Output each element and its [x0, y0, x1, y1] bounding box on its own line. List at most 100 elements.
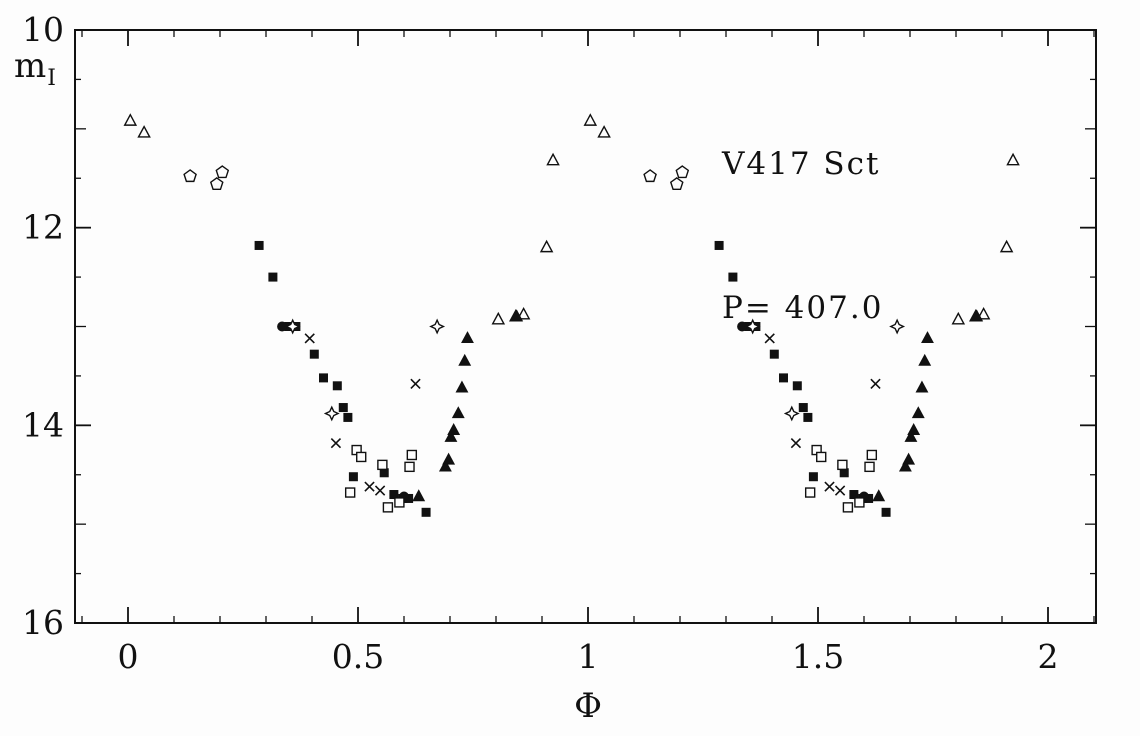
data-point-pentagon-open: [643, 169, 657, 183]
y-tick-label: 12: [22, 208, 64, 247]
data-point-star4-open: [889, 318, 906, 335]
data-point-triangle-filled: [444, 429, 458, 442]
data-point-square-open: [404, 461, 415, 473]
data-point-cross: [330, 437, 342, 449]
data-point-triangle-filled: [915, 380, 929, 393]
data-point-square-open: [804, 487, 816, 498]
data-point-star4-open: [323, 405, 340, 422]
data-point-square-filled: [769, 349, 779, 359]
data-point-square-open: [377, 459, 388, 471]
data-point-square-open: [382, 502, 394, 513]
data-point-square-filled: [808, 472, 818, 482]
y-tick-label: 10: [22, 10, 64, 49]
data-point-square-open: [816, 451, 827, 463]
data-point-square-filled: [338, 403, 348, 413]
data-point-triangle-open: [976, 306, 991, 320]
y-axis-label-main: m: [14, 46, 48, 86]
data-point-triangle-open: [951, 311, 966, 325]
data-point-triangle-open: [491, 311, 506, 325]
data-point-cross: [304, 333, 315, 344]
data-point-triangle-open: [123, 113, 138, 126]
data-point-square-filled: [319, 373, 328, 383]
data-point-cross: [834, 485, 846, 496]
data-point-triangle-filled: [872, 489, 886, 502]
data-point-pentagon-open: [675, 165, 690, 179]
data-point-cross: [824, 481, 835, 492]
data-point-triangle-filled: [461, 331, 474, 344]
plot-frame: [74, 29, 1097, 624]
x-axis-label: Φ: [574, 686, 602, 726]
data-point-square-filled: [798, 403, 808, 413]
y-axis-label: mI: [14, 46, 57, 91]
data-point-square-filled: [404, 493, 414, 503]
data-point-triangle-open: [516, 306, 531, 320]
data-point-square-filled: [343, 412, 353, 422]
data-point-star4-open: [429, 318, 446, 335]
data-point-triangle-open: [137, 125, 151, 138]
y-axis-label-sub: I: [47, 65, 57, 91]
data-point-cross: [410, 378, 421, 389]
star-name-label: V417 Sct: [722, 146, 881, 183]
data-point-triangle-filled: [442, 452, 456, 465]
data-point-triangle-filled: [898, 459, 912, 472]
data-point-cross: [764, 333, 775, 344]
x-tick-label: 2: [1038, 637, 1059, 676]
data-point-square-open: [344, 487, 356, 498]
data-point-cross: [364, 481, 375, 492]
data-point-pentagon-open: [669, 177, 684, 190]
data-point-square-open: [854, 497, 865, 508]
data-point-triangle-filled: [902, 452, 916, 465]
y-tick-label: 16: [22, 603, 64, 642]
data-point-cross: [790, 437, 802, 449]
period-label: P= 407.0: [722, 290, 884, 327]
data-point-triangle-filled: [907, 423, 921, 435]
data-point-square-filled: [779, 373, 788, 383]
data-point-square-filled: [839, 468, 849, 478]
data-point-pentagon-open: [215, 165, 230, 179]
x-tick-label: 1: [578, 637, 599, 676]
data-point-triangle-filled: [510, 309, 524, 322]
data-point-square-filled: [389, 490, 399, 500]
data-point-square-open: [864, 461, 875, 473]
data-point-cross: [374, 485, 386, 496]
data-point-square-filled: [803, 412, 813, 422]
data-point-triangle-filled: [458, 353, 472, 366]
data-point-triangle-filled: [447, 423, 461, 435]
data-point-triangle-filled: [412, 489, 426, 502]
data-point-circle-filled: [277, 321, 288, 332]
data-point-star4-open: [783, 405, 800, 422]
data-point-square-filled: [864, 493, 874, 503]
data-point-square-filled: [849, 490, 859, 500]
data-point-triangle-filled: [921, 331, 934, 344]
data-point-pentagon-open: [183, 169, 197, 183]
data-point-triangle-filled: [455, 380, 469, 393]
data-point-star4-open: [744, 318, 761, 335]
data-point-triangle-open: [597, 125, 611, 138]
data-point-cross: [870, 378, 881, 389]
data-point-triangle-open: [999, 239, 1014, 253]
data-point-pentagon-open: [209, 177, 224, 190]
data-point-star4-open: [284, 318, 301, 335]
x-tick-label: 0: [118, 637, 139, 676]
data-point-triangle-filled: [911, 406, 925, 419]
data-point-square-open: [406, 449, 418, 461]
data-point-square-filled: [792, 381, 802, 391]
data-point-square-filled: [421, 507, 431, 517]
data-point-triangle-filled: [904, 429, 918, 442]
data-point-square-filled: [728, 272, 738, 282]
data-point-square-filled: [714, 240, 724, 250]
data-point-triangle-open: [1006, 152, 1020, 166]
x-tick-label: 0.5: [332, 637, 384, 676]
data-point-triangle-filled: [438, 459, 452, 472]
data-point-triangle-filled: [970, 309, 984, 322]
data-point-square-filled: [379, 468, 389, 478]
x-tick-label: 1.5: [792, 637, 844, 676]
data-point-square-filled: [348, 472, 358, 482]
data-point-square-filled: [309, 349, 319, 359]
data-point-square-open: [356, 451, 367, 463]
data-point-square-filled: [332, 381, 342, 391]
data-point-square-open: [842, 502, 854, 513]
data-point-triangle-open: [539, 239, 554, 253]
